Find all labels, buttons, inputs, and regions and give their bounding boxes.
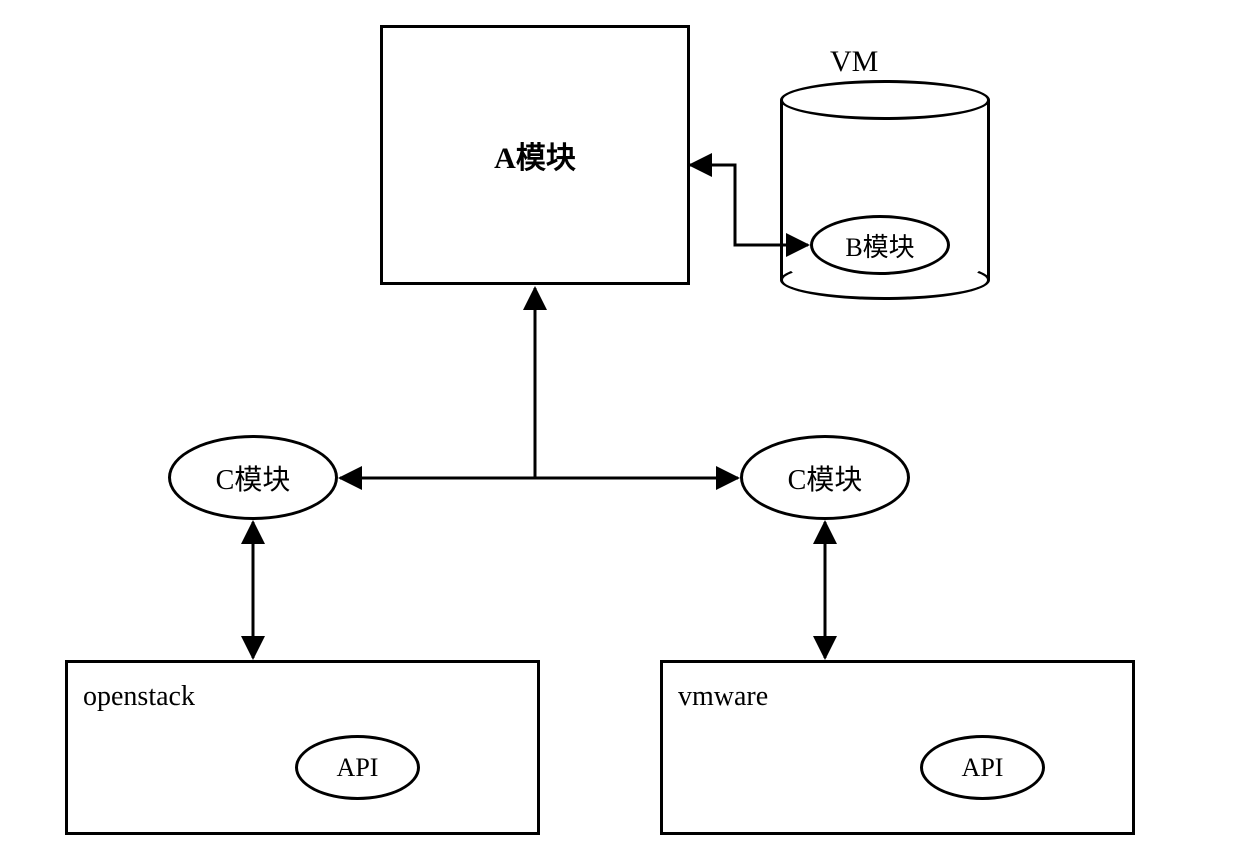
api-right-ellipse: API xyxy=(920,735,1045,800)
b-module-label: B模块 xyxy=(845,227,914,264)
diagram-canvas: A模块 VM B模块 C模块 C模块 openstack vmware API … xyxy=(0,0,1240,858)
openstack-label: openstack xyxy=(83,681,195,713)
vmware-label: vmware xyxy=(678,681,768,713)
a-module-box: A模块 xyxy=(380,25,690,285)
api-right-label: API xyxy=(962,753,1004,783)
c-module-right-ellipse: C模块 xyxy=(740,435,910,520)
c-module-right-label: C模块 xyxy=(788,458,863,498)
api-left-label: API xyxy=(337,753,379,783)
c-module-left-label: C模块 xyxy=(216,458,291,498)
openstack-box: openstack xyxy=(65,660,540,835)
vm-label: VM xyxy=(830,45,878,79)
c-module-left-ellipse: C模块 xyxy=(168,435,338,520)
a-module-label: A模块 xyxy=(494,133,576,177)
b-module-ellipse: B模块 xyxy=(810,215,950,275)
api-left-ellipse: API xyxy=(295,735,420,800)
vmware-box: vmware xyxy=(660,660,1135,835)
